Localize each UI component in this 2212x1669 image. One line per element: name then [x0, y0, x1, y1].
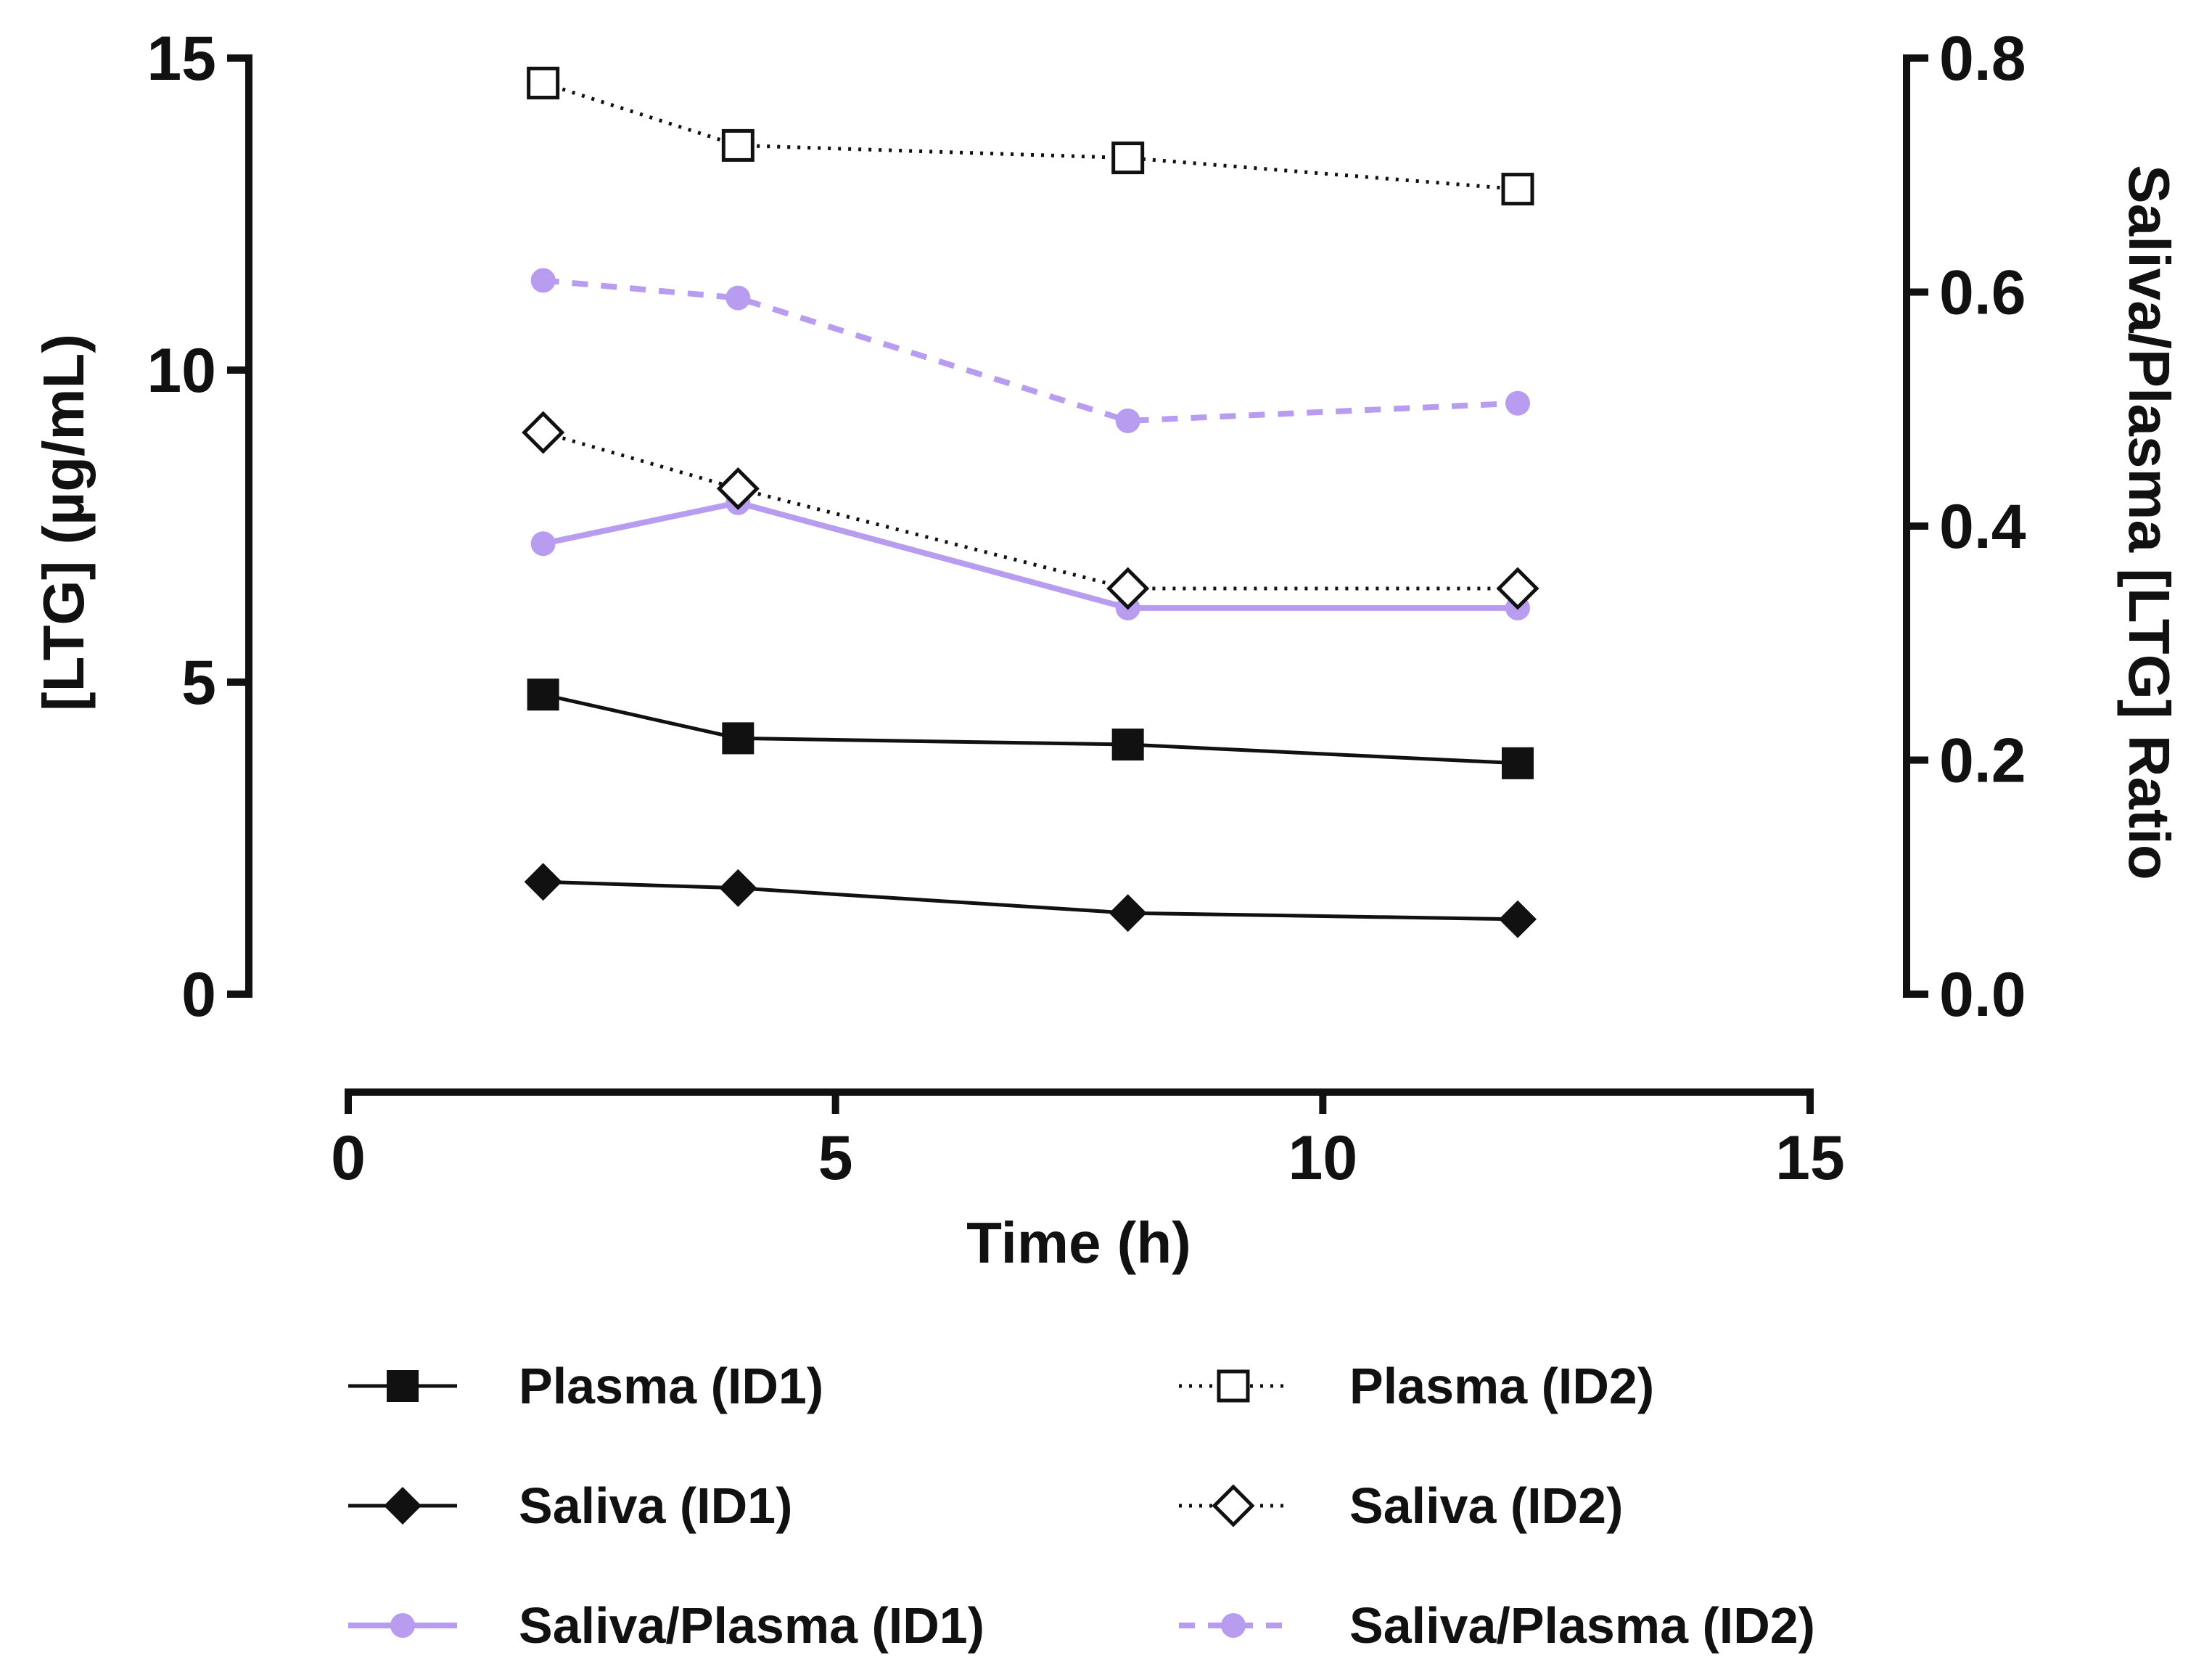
legend-swatch-marker: [1217, 1369, 1250, 1403]
x-tick-label: 15: [1775, 1123, 1845, 1193]
y2-tick-label: 0.0: [1939, 960, 2026, 1030]
data-point-ratio_id2: [1505, 390, 1530, 416]
data-point-plasma_id2: [527, 66, 560, 99]
legend-label: Plasma (ID1): [519, 1358, 823, 1414]
data-point-plasma_id1: [527, 678, 559, 711]
series-plasma_id1: [527, 678, 1534, 779]
legend-swatch-marker: [390, 1613, 415, 1638]
legend: Plasma (ID1) Saliva (ID1) Saliva/Plasma (I…: [348, 1358, 1815, 1654]
x-axis-title: Time (h): [966, 1210, 1191, 1275]
data-point-saliva_id2: [1106, 567, 1150, 610]
series-line-saliva_id1: [543, 879, 1518, 922]
series-line-plasma_id1: [543, 692, 1518, 766]
y-tick-label: 15: [147, 24, 216, 94]
data-point-saliva_id1: [1109, 894, 1147, 932]
legend-item-saliva_id2: Saliva (ID2): [1179, 1477, 1623, 1534]
data-point-saliva_id1: [1499, 900, 1537, 938]
data-point-saliva_id1: [719, 869, 757, 907]
data-point-plasma_id2: [721, 128, 755, 162]
series-plasma_id2: [527, 66, 1534, 206]
y2-tick-label: 0.4: [1939, 492, 2026, 562]
x-tick-label: 10: [1288, 1123, 1357, 1193]
y-tick-label: 5: [181, 648, 216, 718]
y2-axis-title: Saliva/Plasma [LTG] Ratio: [2117, 165, 2182, 879]
data-point-saliva_id2: [716, 467, 760, 510]
series-line-ratio_id2: [543, 277, 1518, 424]
legend-item-saliva_id1: Saliva (ID1): [348, 1477, 792, 1534]
data-point-plasma_id2: [1111, 142, 1145, 175]
legend-label: Saliva/Plasma (ID2): [1349, 1597, 1815, 1654]
y-tick-label: 0: [181, 960, 216, 1030]
legend-label: Plasma (ID2): [1349, 1358, 1654, 1414]
data-point-saliva_id2: [522, 411, 565, 454]
data-point-saliva_id1: [524, 863, 562, 901]
x-tick-label: 5: [818, 1123, 853, 1193]
x-tick-label: 0: [331, 1123, 366, 1193]
legend-item-plasma_id1: Plasma (ID1): [348, 1358, 823, 1414]
legend-swatch-marker: [1221, 1613, 1246, 1638]
legend-item-ratio_id1: Saliva/Plasma (ID1): [348, 1597, 984, 1654]
data-point-ratio_id2: [725, 285, 751, 311]
y-tick-label: 10: [147, 336, 216, 406]
legend-label: Saliva/Plasma (ID1): [519, 1597, 984, 1654]
data-point-ratio_id2: [530, 268, 556, 293]
legend-swatch-marker: [1212, 1484, 1255, 1527]
legend-swatch-marker: [384, 1487, 422, 1525]
data-point-plasma_id1: [1502, 747, 1534, 779]
data-point-ratio_id1: [530, 531, 556, 557]
series-line-plasma_id2: [542, 81, 1518, 192]
y-axis-title: [LTG] (µg/mL): [31, 334, 96, 711]
legend-swatch-marker: [387, 1370, 419, 1402]
legend-label: Saliva (ID1): [519, 1477, 792, 1534]
data-point-ratio_id2: [1115, 408, 1140, 433]
data-series: [522, 66, 1539, 938]
data-point-plasma_id1: [1111, 729, 1144, 760]
series-ratio_id2: [530, 268, 1530, 433]
y2-tick-label: 0.6: [1939, 258, 2026, 328]
legend-item-plasma_id2: Plasma (ID2): [1179, 1358, 1654, 1414]
y2-tick-label: 0.8: [1939, 24, 2026, 94]
series-line-ratio_id1: [542, 499, 1518, 611]
data-point-plasma_id2: [1501, 173, 1534, 206]
axis-ticks: 0 5 10 15 0.0 0.2 0.4 0.6 0.8 0 5 10 15: [147, 24, 2026, 1193]
data-point-saliva_id2: [1496, 567, 1539, 610]
data-point-plasma_id1: [722, 722, 755, 755]
legend-item-ratio_id2: Saliva/Plasma (ID2): [1179, 1597, 1815, 1654]
series-ratio_id1: [530, 490, 1530, 620]
series-saliva_id1: [524, 863, 1537, 938]
legend-label: Saliva (ID2): [1349, 1477, 1623, 1534]
series-saliva_id2: [522, 411, 1539, 610]
y2-tick-label: 0.2: [1939, 726, 2026, 796]
